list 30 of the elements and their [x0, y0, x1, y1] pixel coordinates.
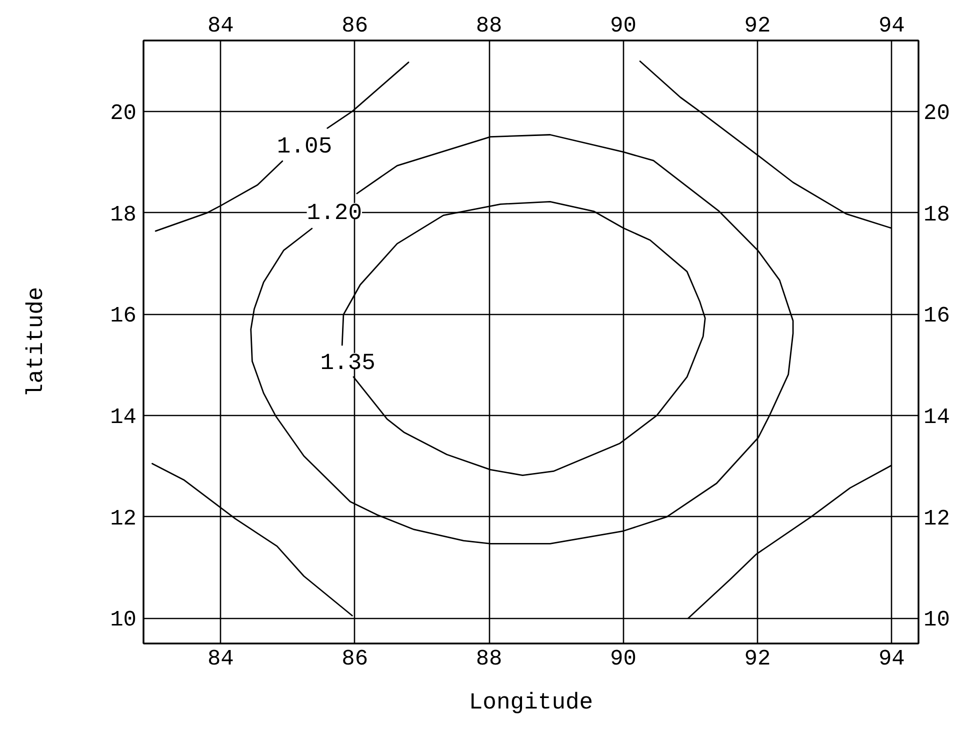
y-tick-label: 18: [110, 202, 136, 228]
x2-tick-label: 90: [610, 646, 636, 672]
y2-tick-label: 18: [924, 202, 950, 228]
y-tick-label: 12: [110, 506, 136, 532]
x-tick-label: 94: [878, 14, 905, 38]
y2-tick-label: 16: [924, 304, 950, 329]
y-tick-label: 20: [110, 100, 136, 126]
y2-tick-label: 12: [924, 506, 950, 532]
y-tick-label: 16: [110, 304, 136, 329]
x-tick-label: 84: [207, 14, 234, 38]
x-tick-label: 86: [342, 14, 368, 38]
y-tick-label: 10: [110, 608, 136, 633]
x-tick-label: 92: [744, 14, 771, 38]
x-axis-title: Longitude: [468, 690, 594, 716]
series-label: 1.05: [276, 134, 332, 160]
x2-tick-label: 92: [744, 646, 771, 672]
y-axis-title: latitude: [23, 286, 50, 398]
x2-tick-label: 88: [476, 646, 502, 672]
line-series: [250, 134, 794, 544]
x-tick-label: 88: [476, 14, 502, 38]
y2-tick-label: 10: [924, 608, 950, 633]
x2-tick-label: 94: [878, 646, 905, 672]
x2-tick-label: 84: [207, 646, 234, 672]
x2-tick-label: 86: [342, 646, 368, 672]
series-label: 1.35: [320, 350, 376, 376]
y-tick-label: 14: [110, 404, 136, 430]
series-label: 1.20: [306, 200, 362, 226]
x-tick-label: 90: [610, 14, 636, 38]
y2-tick-label: 20: [924, 100, 950, 126]
y2-tick-label: 14: [924, 404, 950, 430]
